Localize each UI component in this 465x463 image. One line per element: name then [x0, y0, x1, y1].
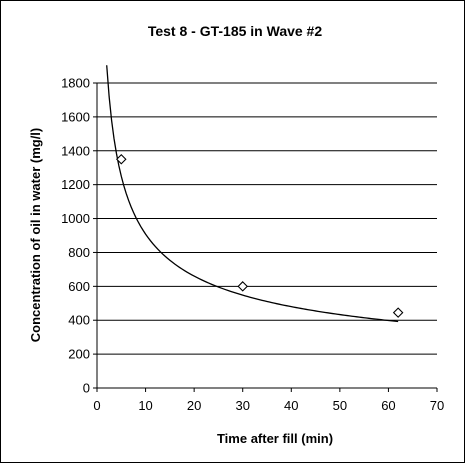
data-point-0-0: [116, 153, 127, 165]
y-tick-label-0: 0: [83, 381, 90, 396]
y-tick-labels: 0 200 400 600 800 1000 1200 1400 1600 1800: [61, 76, 90, 396]
x-axis-title: Time after fill (min): [217, 431, 333, 446]
y-tick-label-1200: 1200: [61, 177, 90, 192]
x-tick-label-30: 30: [235, 398, 249, 413]
y-tick-label-400: 400: [68, 313, 90, 328]
x-tick-label-0: 0: [93, 398, 100, 413]
x-tick-label-10: 10: [138, 398, 152, 413]
x-tick-labels: 0 10 20 30 40 50 60 70: [93, 398, 444, 413]
chart-title: Test 8 - GT-185 in Wave #2: [148, 23, 323, 39]
y-tick-label-1400: 1400: [61, 143, 90, 158]
x-tick-label-60: 60: [381, 398, 395, 413]
y-tick-label-1000: 1000: [61, 211, 90, 226]
x-tick-label-20: 20: [187, 398, 201, 413]
x-tick-label-40: 40: [284, 398, 298, 413]
data-point-0-1: [237, 281, 248, 292]
trendline: [106, 65, 399, 323]
data-points: [116, 153, 404, 318]
y-tick-label-600: 600: [68, 279, 90, 294]
data-point-0-2: [392, 307, 404, 318]
y-tick-label-200: 200: [68, 347, 90, 362]
x-tick-label-50: 50: [333, 398, 347, 413]
grid-lines: [97, 82, 437, 355]
y-tick-label-1600: 1600: [61, 109, 90, 124]
y-tick-label-1800: 1800: [61, 76, 90, 91]
axes: [93, 82, 438, 392]
x-tick-label-70: 70: [430, 398, 444, 413]
y-tick-label-800: 800: [68, 245, 90, 260]
y-axis-title: Concentration of oil in water (mg/l): [28, 128, 43, 343]
